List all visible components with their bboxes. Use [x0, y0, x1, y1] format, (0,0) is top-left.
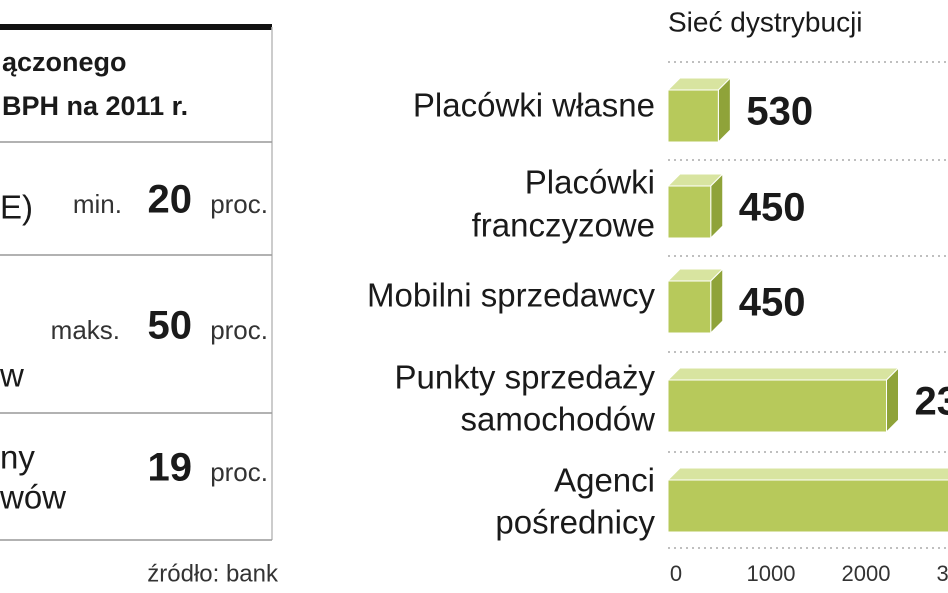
row-value: 19 [148, 446, 193, 490]
category-label: pośrednicy [495, 504, 655, 541]
bar-side [710, 267, 724, 335]
bar [667, 379, 887, 433]
value-label: 530 [746, 90, 813, 134]
x-tick-label: 0 [670, 561, 682, 586]
chart-title: Sieć dystrybucji [668, 6, 863, 37]
bar-side [717, 76, 731, 144]
category-label: Placówki [525, 164, 655, 201]
bar-top [666, 467, 948, 481]
bar [667, 479, 948, 533]
bar [667, 280, 712, 334]
category-label: Mobilni sprzedawcy [367, 277, 655, 314]
category-label: Punkty sprzedaży [395, 359, 656, 396]
row-prefix: maks. [51, 315, 120, 345]
row-unit: proc. [210, 315, 268, 345]
row-unit: proc. [210, 457, 268, 487]
bar-top [666, 367, 900, 381]
row-label: E) [0, 189, 33, 226]
x-tick-label: 1000 [747, 561, 796, 586]
table-header: BPH na 2011 r. [2, 91, 188, 121]
bar [667, 185, 712, 239]
row-label: w [0, 357, 24, 394]
category-label: samochodów [461, 401, 656, 438]
value-label: 450 [739, 186, 806, 230]
row-label: wów [0, 479, 66, 516]
row-prefix: min. [73, 189, 122, 219]
row-label: ny [0, 439, 35, 476]
x-tick-label: 2000 [842, 561, 891, 586]
category-label: Agenci [554, 462, 655, 499]
row-unit: proc. [210, 189, 268, 219]
bar-side [886, 366, 899, 434]
bar-side [710, 172, 724, 240]
source: źródło: bank [147, 560, 279, 587]
row-value: 20 [148, 178, 193, 222]
category-label: franczyzowe [472, 207, 655, 244]
category-label: Placówki własne [413, 87, 655, 124]
row-value: 50 [148, 304, 193, 348]
value-label: 2300 [915, 380, 948, 424]
bar [667, 89, 719, 143]
x-tick-label: 3000 [937, 561, 948, 586]
value-label: 450 [739, 281, 806, 325]
table-header: ączonego [2, 47, 127, 77]
